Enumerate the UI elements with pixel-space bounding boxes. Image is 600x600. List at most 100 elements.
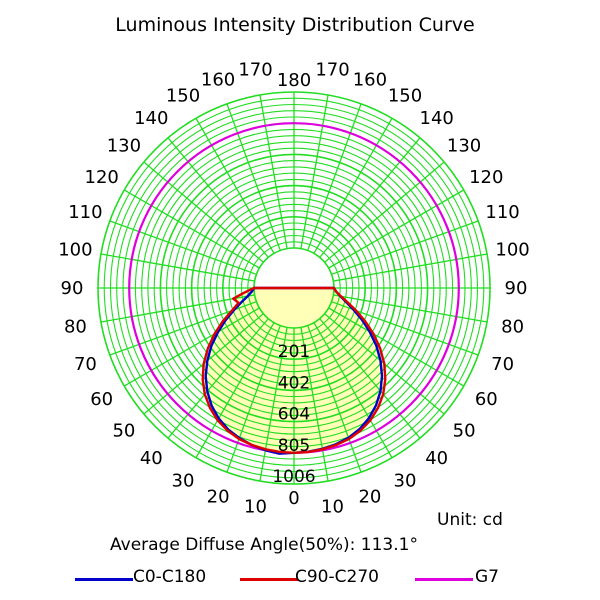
angle-label: 50	[112, 421, 135, 442]
angle-label: 20	[207, 487, 230, 508]
grid-spoke	[226, 325, 281, 473]
grid-spoke	[331, 220, 479, 275]
grid-ring	[216, 210, 372, 366]
grid-spoke	[319, 137, 421, 258]
grid-spoke	[307, 103, 362, 251]
grid-ring	[97, 91, 491, 485]
grid-ring	[190, 184, 398, 392]
grid-spoke	[123, 189, 260, 269]
grid-spoke	[333, 253, 488, 282]
angle-label: 150	[388, 86, 422, 107]
angle-label: 120	[85, 167, 119, 188]
grid-ring	[172, 166, 416, 410]
angle-label: 130	[107, 135, 141, 156]
grid-ring	[103, 97, 485, 479]
grid-ring	[166, 160, 422, 416]
angle-label: 110	[68, 202, 102, 223]
angle-label: 60	[90, 389, 113, 410]
grid-spoke	[313, 117, 393, 254]
angle-label: 80	[64, 317, 87, 338]
angle-label: 100	[495, 240, 529, 261]
grid-ring	[178, 172, 410, 404]
grid-ring	[247, 241, 341, 335]
angle-label: 10	[321, 497, 344, 518]
grid-spoke	[328, 189, 465, 269]
grid-ring	[134, 128, 454, 448]
grid-ring	[203, 197, 385, 379]
grid-ring	[209, 203, 379, 373]
angle-label: 180	[277, 70, 311, 91]
grid-ring	[147, 141, 441, 435]
angle-label: 80	[501, 317, 524, 338]
grid-spoke	[259, 327, 288, 482]
angle-label: 0	[288, 488, 299, 509]
angle-label: 40	[140, 448, 163, 469]
ring-value-label: 402	[278, 373, 310, 393]
legend-swatch-c0-c180	[75, 578, 133, 581]
angle-label: 150	[166, 86, 200, 107]
angle-label: 50	[453, 421, 476, 442]
grid-spoke	[123, 307, 260, 387]
grid-ring	[159, 153, 429, 423]
grid-spoke	[195, 117, 275, 254]
angle-label: 60	[475, 389, 498, 410]
grid-spoke	[319, 318, 421, 439]
angle-label: 120	[469, 167, 503, 188]
angle-label: 20	[358, 487, 381, 508]
angle-label: 30	[394, 470, 417, 491]
ring-value-label: 1006	[272, 467, 315, 487]
angle-label: 100	[58, 240, 92, 261]
grid-ring	[109, 103, 479, 473]
angle-label: 110	[485, 202, 519, 223]
ring-value-label: 604	[278, 405, 310, 425]
angle-label: 70	[491, 354, 514, 375]
angle-label: 170	[315, 59, 349, 80]
legend-label-c90-c270: C90-C270	[295, 567, 379, 587]
ring-value-label: 805	[278, 436, 310, 456]
grid-ring	[122, 116, 466, 460]
legend-label-g7: G7	[475, 567, 499, 587]
grid-ring	[240, 234, 348, 342]
grid-ring	[197, 191, 391, 385]
grid-spoke	[307, 325, 362, 473]
grid-spoke	[167, 318, 269, 439]
legend-label-c0-c180: C0-C180	[133, 567, 207, 587]
series-c90-c270	[201, 286, 387, 454]
angle-label: 140	[134, 108, 168, 129]
series-layer	[128, 122, 460, 455]
ring-value-label: 201	[278, 342, 310, 362]
grid-ring	[153, 147, 435, 429]
grid-ring	[184, 178, 404, 398]
grid-ring	[234, 228, 354, 348]
angle-label: 160	[353, 69, 387, 90]
angle-label: 10	[244, 497, 267, 518]
angle-label: 40	[425, 448, 448, 469]
grid-spoke	[333, 294, 488, 323]
grid-spoke	[328, 307, 465, 387]
angle-label: 160	[201, 69, 235, 90]
grid-spoke	[100, 253, 255, 282]
grid-spoke	[313, 322, 393, 459]
grid-ring	[116, 110, 472, 466]
grid-spoke	[109, 220, 257, 275]
grid-spoke	[300, 94, 329, 249]
average-diffuse-angle: Average Diffuse Angle(50%): 113.1°	[110, 535, 418, 555]
angle-label: 90	[505, 278, 528, 299]
angle-label: 90	[61, 278, 84, 299]
grid-ring	[228, 222, 360, 354]
grid-spoke	[195, 322, 275, 459]
unit-label: Unit: cd	[437, 510, 503, 530]
grid-spoke	[143, 161, 264, 263]
angle-label: 130	[447, 135, 481, 156]
grid-spoke	[100, 294, 255, 323]
grid-spoke	[259, 94, 288, 249]
angle-label: 170	[238, 59, 272, 80]
grid-ring	[141, 135, 447, 441]
angle-label: 140	[420, 108, 454, 129]
grid-spoke	[226, 103, 281, 251]
legend-swatch-g7	[415, 578, 473, 581]
grid-ring	[222, 216, 366, 360]
grid-spoke	[167, 137, 269, 258]
